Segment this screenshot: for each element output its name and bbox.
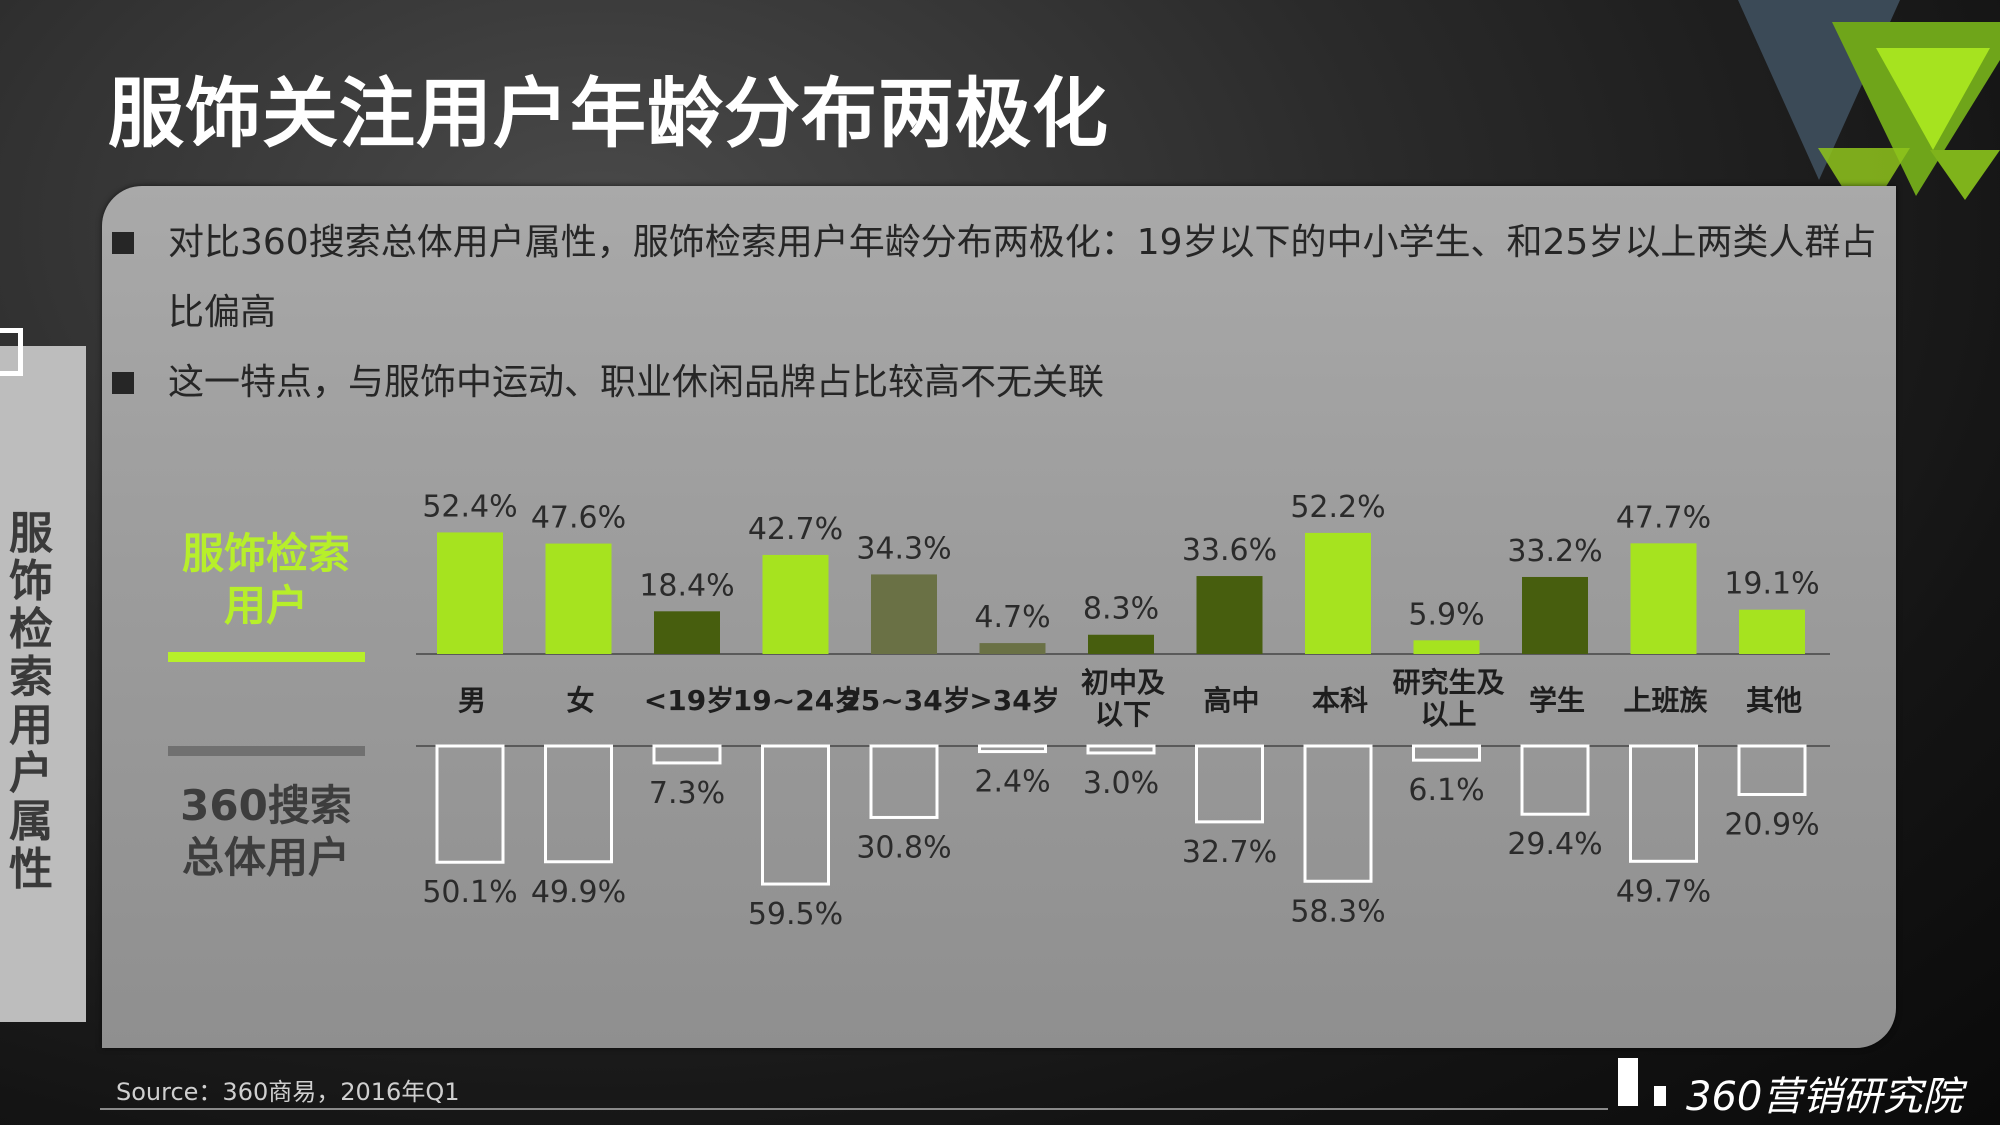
- data-label-360-users: 49.7%: [1616, 874, 1711, 909]
- logo-mark-small: [1654, 1086, 1666, 1106]
- data-label-fashion-users: 19.1%: [1724, 567, 1819, 602]
- bar-fashion-users: [762, 554, 829, 654]
- data-label-360-users: 58.3%: [1290, 894, 1385, 929]
- category-label: >34岁: [969, 684, 1059, 717]
- bar-360-users: [1520, 744, 1590, 816]
- square-bullet-icon: [112, 232, 134, 254]
- category-label: 以上: [1420, 698, 1476, 731]
- data-label-360-users: 7.3%: [649, 776, 725, 811]
- category-label: 初中及: [1081, 666, 1165, 699]
- bar-fashion-users: [1305, 532, 1371, 654]
- brand-logo: 360营销研究院: [1686, 1074, 1963, 1120]
- bar-fashion-users: [1196, 576, 1263, 654]
- data-label-fashion-users: 52.2%: [1290, 490, 1385, 525]
- bar-360-users: [1629, 744, 1698, 863]
- data-label-360-users: 59.5%: [748, 897, 843, 932]
- legend-top-label: 服饰检索用户: [181, 529, 350, 630]
- data-label-fashion-users: 18.4%: [639, 568, 734, 603]
- bar-360-users: [435, 744, 505, 864]
- category-label: 上班族: [1623, 684, 1708, 717]
- bullet-text: 对比360搜索总体用户属性，服饰检索用户年龄分布两极化：19岁以下的中小学生、和…: [168, 222, 1877, 333]
- data-label-fashion-users: 47.6%: [531, 501, 626, 536]
- bar-fashion-users: [871, 574, 937, 654]
- data-label-360-users: 32.7%: [1182, 835, 1277, 870]
- legend-bottom-swatch: [168, 746, 365, 756]
- category-label: 19~24岁: [733, 684, 862, 717]
- legend-top-swatch: [168, 652, 365, 662]
- category-label: 以下: [1095, 698, 1151, 731]
- data-label-fashion-users: 33.6%: [1182, 533, 1277, 568]
- data-label-360-users: 30.8%: [856, 830, 951, 865]
- bar-fashion-users: [979, 643, 1046, 654]
- square-bullet-icon: [112, 372, 134, 394]
- source-note: Source：360商易，2016年Q1: [116, 1078, 460, 1106]
- bullet-list: 对比360搜索总体用户属性，服饰检索用户年龄分布两极化：19岁以下的中小学生、和…: [108, 208, 1888, 418]
- bar-360-users: [761, 744, 830, 886]
- category-label: <19岁: [644, 684, 734, 717]
- data-label-360-users: 3.0%: [1083, 766, 1159, 801]
- category-label: 学生: [1529, 684, 1585, 717]
- bar-fashion-users: [1413, 640, 1480, 654]
- bar-360-users: [1195, 744, 1264, 824]
- data-label-360-users: 50.1%: [422, 875, 517, 910]
- content-panel: [102, 186, 1896, 1048]
- category-label: 高中: [1203, 684, 1259, 717]
- bar-fashion-users: [654, 611, 720, 654]
- bullet-text: 这一特点，与服饰中运动、职业休闲品牌占比较高不无关联: [168, 362, 1105, 403]
- data-label-360-users: 2.4%: [974, 765, 1050, 800]
- data-label-360-users: 29.4%: [1507, 827, 1602, 862]
- category-label: 男: [458, 684, 486, 717]
- side-tab-label: 服饰检索用户属性: [9, 508, 53, 895]
- bar-fashion-users: [545, 543, 612, 654]
- data-label-fashion-users: 33.2%: [1507, 534, 1602, 569]
- bar-fashion-users: [1630, 543, 1697, 654]
- bar-360-users: [544, 744, 613, 864]
- data-label-fashion-users: 8.3%: [1083, 592, 1159, 627]
- bar-360-users: [869, 744, 939, 819]
- bar-360-users: [1303, 744, 1373, 883]
- bar-fashion-users: [1739, 609, 1805, 654]
- legend-bottom-label: 360搜索总体用户: [180, 781, 352, 882]
- bullet-item: 这一特点，与服饰中运动、职业休闲品牌占比较高不无关联: [108, 348, 1888, 418]
- data-label-360-users: 49.9%: [531, 875, 626, 910]
- side-tab: [0, 346, 86, 1022]
- bar-360-users: [1412, 744, 1481, 762]
- data-label-fashion-users: 42.7%: [748, 512, 843, 547]
- bar-fashion-users: [437, 532, 503, 654]
- bar-360-users: [1737, 744, 1807, 796]
- corner-triangles-decoration: [1738, 0, 2000, 222]
- category-label: 本科: [1312, 684, 1368, 717]
- data-label-fashion-users: 4.7%: [974, 600, 1050, 635]
- footer-divider: [100, 1108, 1608, 1110]
- bar-fashion-users: [1522, 576, 1588, 654]
- category-label: 研究生及: [1392, 666, 1504, 699]
- bar-360-users: [978, 744, 1047, 754]
- data-label-360-users: 6.1%: [1408, 773, 1484, 808]
- data-label-360-users: 20.9%: [1724, 807, 1819, 842]
- data-label-fashion-users: 34.3%: [856, 531, 951, 566]
- category-label: 25~34岁: [841, 684, 970, 717]
- bullet-item: 对比360搜索总体用户属性，服饰检索用户年龄分布两极化：19岁以下的中小学生、和…: [108, 208, 1888, 348]
- bar-fashion-users: [1088, 634, 1154, 654]
- category-label: 女: [566, 684, 594, 717]
- bar-360-users: [1086, 744, 1156, 755]
- bar-360-users: [652, 744, 722, 765]
- data-label-fashion-users: 52.4%: [422, 489, 517, 524]
- category-label: 其他: [1746, 684, 1802, 717]
- page-title: 服饰关注用户年龄分布两极化: [108, 69, 1109, 158]
- data-label-fashion-users: 47.7%: [1616, 500, 1711, 535]
- data-label-fashion-users: 5.9%: [1408, 597, 1484, 632]
- side-marker: [0, 328, 23, 376]
- logo-mark: [1618, 1058, 1638, 1106]
